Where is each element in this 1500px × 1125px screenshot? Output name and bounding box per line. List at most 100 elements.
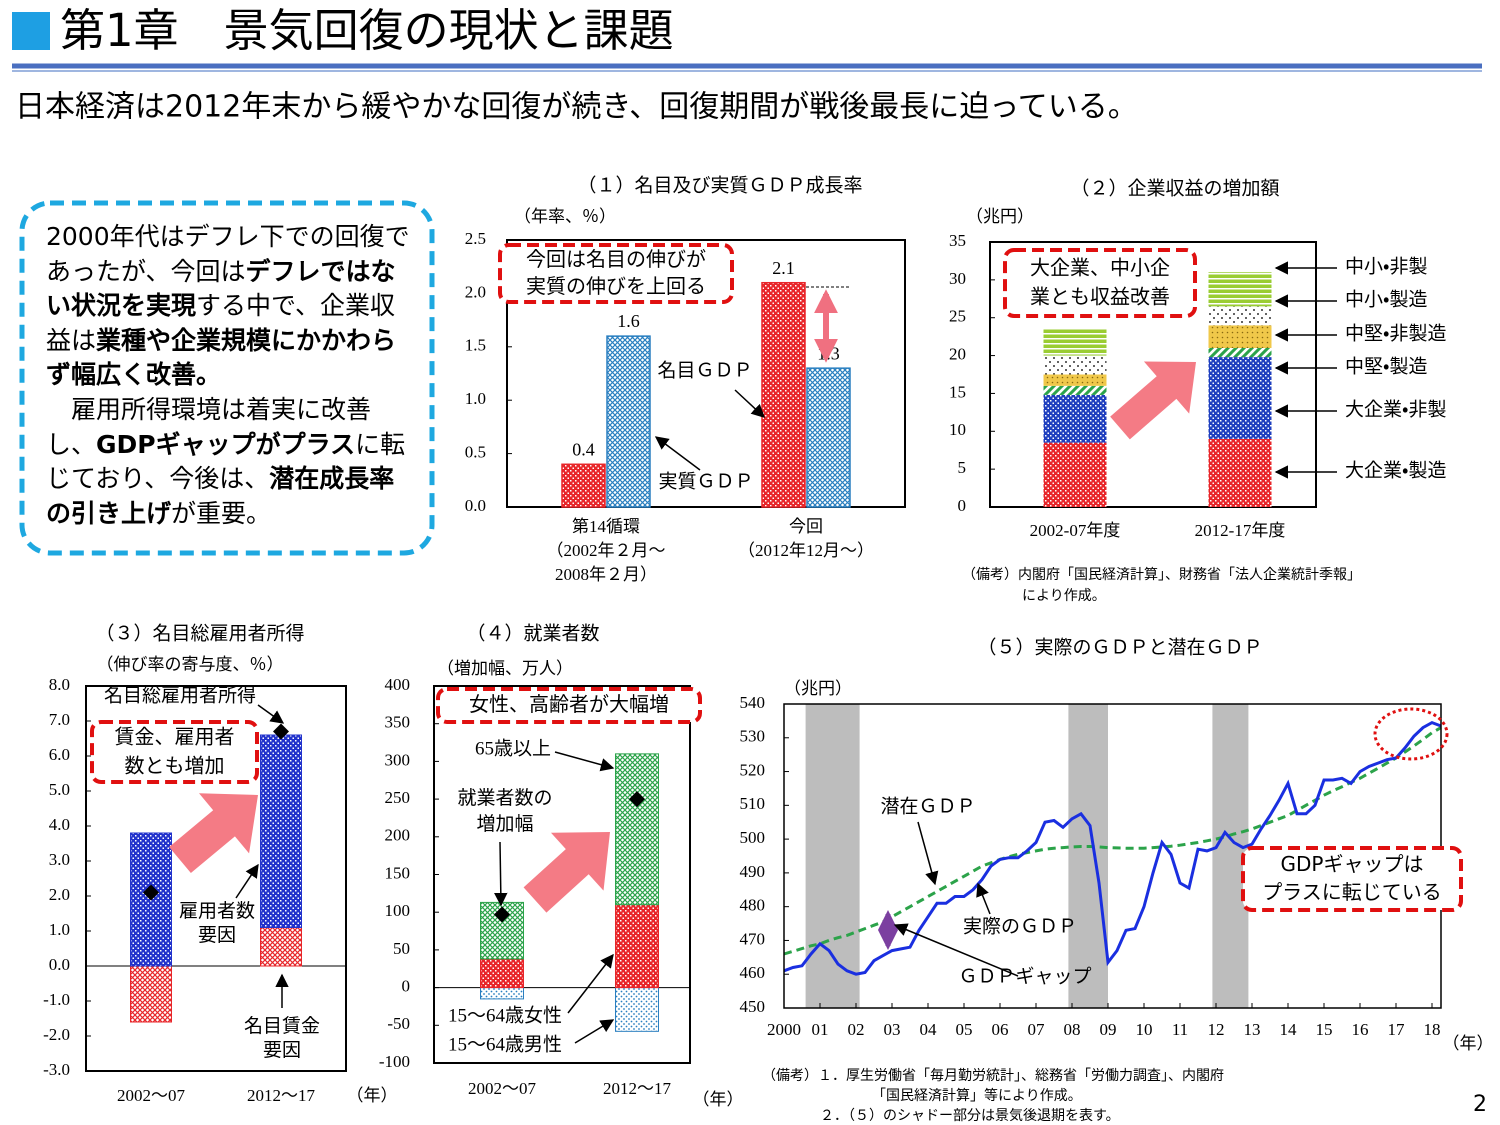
annotation: 賃金、雇用者数とも増加	[115, 724, 235, 777]
chart-title: （１）名目及び実質ＧＤＰ成長率	[577, 175, 862, 197]
annotation: ＧＤＰギャップ	[958, 965, 1091, 987]
bar-segment	[1208, 438, 1272, 507]
bar-segment	[615, 987, 659, 1032]
series-label: 雇用者数要因	[179, 900, 255, 946]
chart-title: （３）名目総雇用者所得	[95, 623, 304, 645]
y-tick-label: -3.0	[43, 1060, 70, 1079]
bar-segment	[1208, 348, 1272, 358]
x-tick-label: 03	[884, 1020, 901, 1039]
callout-arrow	[893, 923, 1019, 977]
trend-arrow	[169, 793, 258, 874]
note: （備考）内閣府「国民経済計算」、財務省「法人企業統計季報」	[962, 567, 1361, 583]
y-tick-label: 3.0	[49, 850, 70, 869]
callout-arrow	[257, 704, 285, 724]
series-label: 15〜64歳女性	[448, 1004, 562, 1026]
x-tick-label: 2002〜07	[117, 1086, 185, 1105]
note: 「国民経済計算」等により作成。	[872, 1087, 1082, 1104]
total-marker	[143, 884, 159, 901]
title-square	[12, 12, 50, 50]
series-label: 大企業・非製	[1345, 398, 1446, 420]
total-marker	[629, 791, 645, 808]
x-tick-label: 2012〜17	[603, 1079, 671, 1098]
y-tick-label: 0.0	[465, 496, 486, 515]
x-tick-label: 08	[1064, 1020, 1081, 1039]
x-tick-label: 06	[992, 1020, 1009, 1039]
total-marker	[494, 906, 510, 923]
callout-arrow	[976, 882, 991, 915]
bar-segment	[615, 753, 659, 906]
axis-unit: （増加幅、万人）	[437, 659, 573, 678]
series-label: 15〜64歳男性	[448, 1033, 562, 1055]
x-tick-label: 05	[956, 1020, 973, 1039]
y-tick-label: 4.0	[49, 815, 70, 834]
series-label: 大企業・製造	[1345, 459, 1446, 481]
x-tick-label: 01	[812, 1020, 829, 1039]
annotation: GDPギャップはプラスに転じている	[1262, 852, 1442, 904]
y-tick-label: -100	[379, 1052, 410, 1071]
y-tick-label: 450	[740, 997, 766, 1016]
bar	[606, 335, 651, 508]
axis-unit: （年）	[693, 1090, 744, 1109]
y-tick-label: 2.0	[465, 282, 486, 301]
y-tick-label: -50	[387, 1014, 410, 1033]
bar-segment	[1043, 355, 1107, 375]
page-number: 2	[1473, 1092, 1487, 1117]
annotation: 女性、高齢者が大幅増	[469, 692, 669, 716]
y-tick-label: 150	[385, 863, 411, 882]
page-title: 第1章 景気回復の現状と課題	[60, 4, 674, 57]
series-label: 中小・非製	[1345, 255, 1427, 277]
bar-segment	[1208, 325, 1272, 348]
x-tick-label: 11	[1172, 1020, 1188, 1039]
bar-segment	[1208, 357, 1272, 439]
y-tick-label: 10	[949, 420, 966, 439]
x-tick-label: 12	[1208, 1020, 1225, 1039]
y-tick-label: 15	[949, 382, 966, 401]
callout-arrow	[494, 841, 508, 907]
callout-box	[1241, 846, 1463, 912]
x-tick-label: 09	[1100, 1020, 1117, 1039]
series-label: 65歳以上	[475, 737, 551, 759]
data-label: 1.6	[617, 311, 640, 331]
x-tick-label: 2012〜17	[247, 1086, 315, 1105]
y-tick-label: -2.0	[43, 1025, 70, 1044]
callout-arrow	[654, 436, 701, 471]
y-tick-label: 20	[949, 344, 966, 363]
plot-frame	[433, 685, 691, 1064]
y-tick-label: 2.0	[49, 885, 70, 904]
trend-arrow	[523, 832, 610, 913]
callout-box	[90, 720, 259, 784]
x-tick-label: 10	[1136, 1020, 1153, 1039]
summary-text: 潜在成長率の引き上げ	[46, 464, 395, 528]
bar-segment	[1043, 329, 1107, 356]
data-label: 0.4	[572, 439, 595, 459]
bar-segment	[260, 734, 302, 928]
data-label: 2.1	[772, 258, 795, 278]
summary-text: 業種や企業規模にかかわらず幅広く改善。	[46, 325, 397, 390]
y-tick-label: 5	[958, 458, 967, 477]
summary-text: デフレではない状況を実現	[46, 256, 396, 321]
callout-arrow	[554, 751, 615, 772]
x-tick-label: 13	[1244, 1020, 1261, 1039]
axis-unit: （年率、％）	[514, 207, 616, 226]
summary-paragraph: 雇用所得環境は着実に改善し、GDPギャップがプラスに転じており、今後は、潜在成長…	[46, 393, 418, 531]
series-line	[783, 726, 1442, 956]
callout-arrow	[917, 821, 939, 886]
y-tick-label: 100	[385, 901, 411, 920]
y-tick-label: 470	[740, 929, 766, 948]
highlight-ring	[1373, 707, 1449, 761]
axis-unit: （兆円）	[966, 207, 1034, 226]
note: により作成。	[1022, 588, 1106, 604]
bar-segment	[615, 904, 659, 989]
y-tick-label: 200	[385, 826, 411, 845]
x-tick-label: 18	[1424, 1020, 1441, 1039]
x-tick-label: 14	[1280, 1020, 1298, 1039]
y-tick-label: 350	[385, 713, 411, 732]
recession-shade	[805, 704, 860, 1008]
x-tick-label: 今回（2012年12月〜）	[738, 517, 874, 560]
y-tick-label: 30	[949, 269, 966, 288]
bar-segment	[260, 927, 302, 967]
plot-frame	[506, 239, 906, 508]
axis-unit: （伸び率の寄与度、％）	[97, 655, 284, 674]
plot-frame	[989, 241, 1317, 508]
